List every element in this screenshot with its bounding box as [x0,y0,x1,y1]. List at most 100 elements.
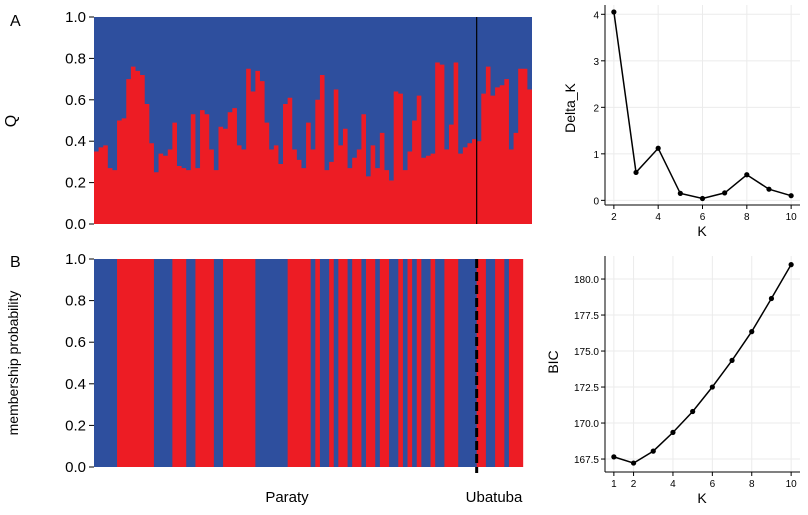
membership-segment-blue [412,259,418,467]
membership-segment-blue [333,259,339,467]
x-tick-label: 2 [611,212,617,223]
x-tick-label: 4 [655,212,661,223]
membership-segment-blue [402,259,408,467]
data-point [655,145,661,151]
membership-segment-red [223,259,256,467]
membership-segment-red [407,259,413,467]
data-point [744,172,750,178]
panel-label-a: A [10,13,21,30]
membership-segment-blue [319,259,330,467]
membership-segment-blue [504,259,510,467]
panel-a-q-bars [94,62,532,224]
panel-a-structure-plot: 0.0 0.2 0.4 0.6 0.8 1.0 [65,9,532,233]
membership-segment-red [430,259,436,467]
delta-k-xlabel: K [697,223,707,239]
data-point [709,384,715,390]
y-tick-label: 0.6 [65,334,86,351]
y-tick-label: 0.2 [65,417,86,434]
delta-k-ylabel: Delta_K [562,82,578,132]
panel-b-membership-plot: 0.0 0.2 0.4 0.6 0.8 1.0 [65,251,524,476]
y-tick-label: 0.0 [65,459,86,476]
membership-segment-blue [421,259,431,467]
y-tick-label: 175.0 [574,347,599,358]
y-tick-label: 4 [593,10,599,21]
membership-segment-blue [347,259,353,467]
x-tick-label: 6 [700,212,706,223]
data-point [699,195,706,202]
y-tick-label: 1.0 [65,9,86,26]
x-tick-label: 4 [670,479,676,490]
y-tick-label: 167.5 [574,455,599,466]
y-tick-label: 180.0 [574,275,599,286]
membership-segment-red [117,259,155,467]
y-tick-label: 3 [593,57,599,68]
y-tick-label: 0.4 [65,376,86,393]
membership-segment-red [338,259,348,467]
membership-segment-red [495,259,505,467]
membership-segment-red [172,259,187,467]
data-point [677,190,683,196]
data-point [670,429,676,435]
y-tick-label: 0.8 [65,293,86,310]
membership-segment-red [287,259,312,467]
membership-segment-blue [310,259,316,467]
x-tick-label: 2 [631,479,637,490]
membership-segment-blue [255,259,289,467]
x-tick-label: 8 [744,212,750,223]
y-tick-label: 0.2 [65,175,86,192]
data-point [788,193,794,199]
bic-ylabel: BIC [545,350,561,373]
membership-segment-blue [389,259,399,467]
x-tick-label: 6 [710,479,716,490]
data-point [749,329,755,335]
data-point [611,454,617,460]
membership-segment-blue [375,259,381,467]
membership-segment-red [398,259,404,467]
membership-segment-red [329,259,335,467]
membership-segment-red [476,259,487,467]
panel-a-ylabel: Q [3,115,20,127]
membership-segment-red [444,259,459,467]
membership-segment-blue [94,259,118,467]
membership-segment-blue [485,259,496,467]
y-tick-label: 0.8 [65,50,86,67]
bic-xlabel: K [697,490,707,506]
y-tick-label: 177.5 [574,311,599,322]
y-tick-label: 2 [593,103,599,114]
data-point [788,262,794,268]
membership-segment-red [416,259,422,467]
data-point [722,190,728,196]
membership-segment-red [379,259,390,467]
membership-segment-blue [153,259,173,467]
y-tick-label: 0 [593,196,599,207]
y-tick-label: 1 [593,150,599,161]
data-point [650,448,656,454]
data-point [766,186,772,192]
membership-segment-blue [458,259,478,467]
membership-segment-red [508,259,524,467]
group-label-ubatuba: Ubatuba [466,489,523,506]
membership-segment-blue [213,259,224,467]
data-point [630,460,637,466]
bic-plot: 1 2 4 6 8 10 167.5 170.0 172.5 175.0 177.5 180.0 [574,256,800,490]
x-tick-label: 8 [749,479,755,490]
y-tick-label: 172.5 [574,383,599,394]
membership-segment-red [315,259,321,467]
delta-k-plot: 2 4 6 8 10 0 1 2 3 4 [593,5,800,223]
y-tick-label: 0.4 [65,133,86,150]
membership-segment-red [366,259,376,467]
data-point [768,295,775,302]
data-point [690,408,696,415]
data-point [633,169,639,176]
data-point [611,9,617,15]
membership-segment-red [195,259,215,467]
membership-segment-blue [186,259,196,467]
membership-segment-blue [361,259,367,467]
x-tick-label: 10 [786,212,798,223]
x-tick-label: 1 [611,479,617,490]
y-tick-label: 0.0 [65,216,86,233]
panel-b-ylabel: membership probability [5,291,21,436]
panel-label-b: B [10,254,21,271]
membership-segment-red [352,259,362,467]
